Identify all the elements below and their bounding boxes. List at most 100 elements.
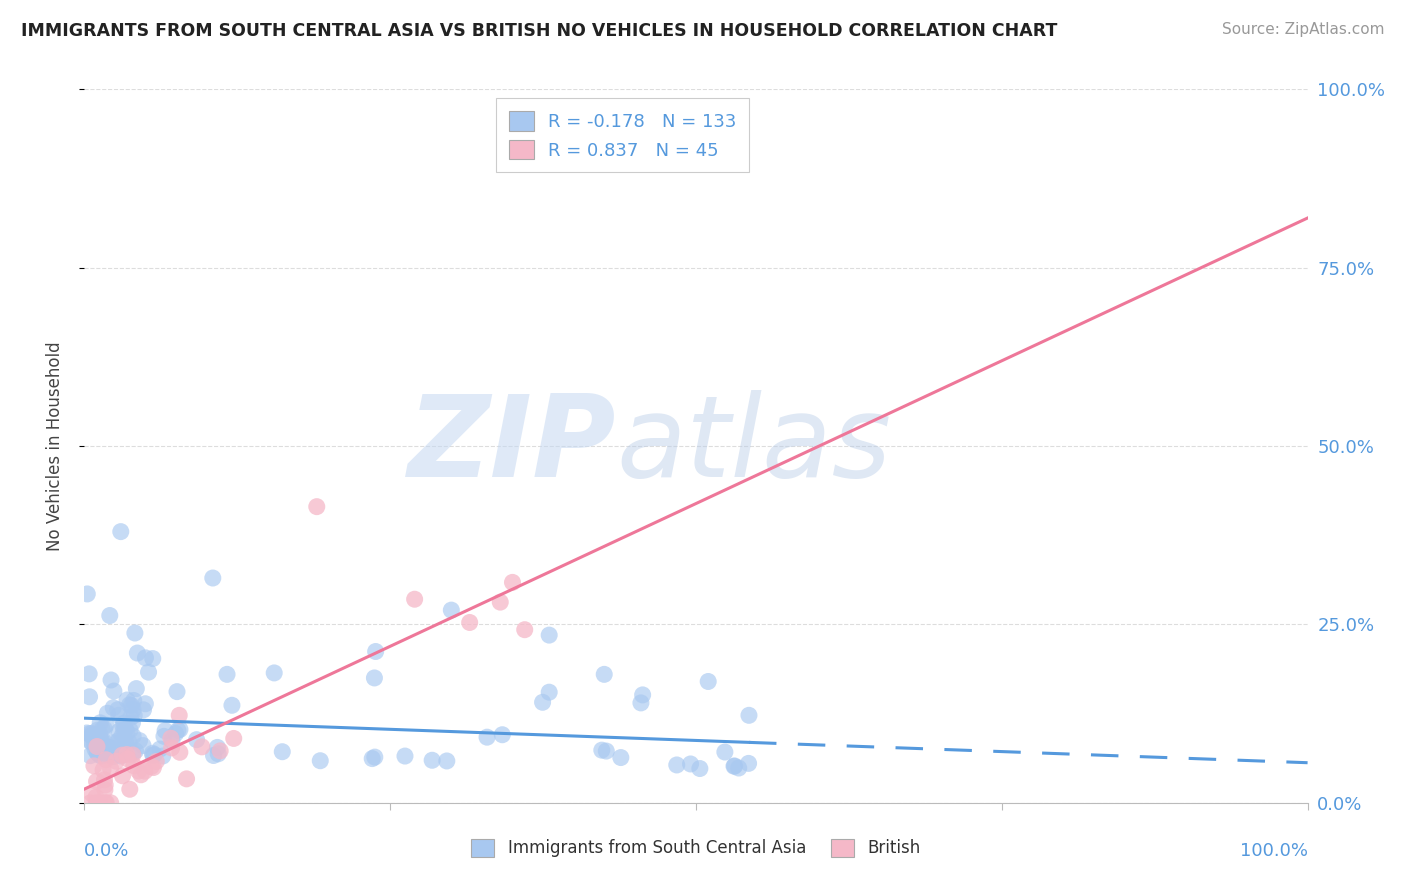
Point (80, 729, 103, 743)
Point (76, 587, 98, 601)
Point (420, 753, 443, 767)
Point (222, 731, 245, 746)
Point (107, 708, 129, 723)
Point (76, 726, 98, 740)
Point (152, 749, 174, 764)
Point (305, 500, 328, 514)
Point (122, 729, 145, 743)
Point (129, 768, 152, 782)
Point (738, 708, 761, 723)
Point (91, 722, 114, 736)
Point (491, 728, 513, 742)
Point (115, 747, 138, 762)
Point (207, 740, 229, 755)
Point (111, 769, 134, 783)
Point (737, 756, 759, 771)
Point (167, 708, 190, 723)
Point (112, 723, 135, 738)
Point (84, 790, 107, 805)
Point (89, 715, 111, 730)
Point (186, 732, 208, 747)
Point (201, 571, 224, 585)
Point (114, 735, 136, 749)
Point (132, 703, 155, 717)
Point (79, 796, 101, 810)
Point (86, 731, 108, 746)
Point (143, 747, 166, 762)
Point (94, 718, 117, 732)
Point (531, 695, 554, 709)
Point (595, 744, 617, 758)
Point (121, 715, 143, 730)
Point (538, 628, 561, 642)
Point (98, 740, 121, 755)
Point (103, 749, 125, 764)
Point (118, 736, 141, 750)
Text: Source: ZipAtlas.com: Source: ZipAtlas.com (1222, 22, 1385, 37)
Point (93, 722, 115, 736)
Point (166, 684, 188, 698)
Point (118, 782, 141, 797)
Point (93, 744, 115, 758)
Point (97, 747, 120, 762)
Point (160, 740, 183, 755)
Point (98, 608, 121, 623)
Point (122, 693, 145, 707)
Point (107, 733, 129, 747)
Point (513, 623, 536, 637)
Point (142, 651, 165, 665)
Point (723, 759, 745, 773)
Point (127, 646, 149, 660)
Point (122, 758, 145, 772)
Point (125, 681, 148, 696)
Point (593, 667, 616, 681)
Point (80, 736, 103, 750)
Point (475, 730, 498, 744)
Text: atlas: atlas (616, 391, 891, 501)
Point (363, 671, 385, 685)
Point (404, 592, 426, 607)
Point (79, 734, 101, 748)
Point (111, 748, 134, 763)
Point (209, 744, 232, 758)
Point (86, 739, 108, 754)
Point (98, 740, 121, 755)
Point (724, 759, 747, 773)
Point (105, 754, 128, 768)
Point (114, 745, 136, 759)
Point (689, 762, 711, 776)
Point (91, 763, 114, 777)
Point (153, 723, 176, 738)
Point (458, 615, 481, 630)
Legend: Immigrants from South Central Asia, British: Immigrants from South Central Asia, Brit… (463, 830, 929, 866)
Point (134, 764, 156, 779)
Point (77, 666, 100, 681)
Point (591, 743, 613, 757)
Point (364, 644, 387, 658)
Point (440, 603, 463, 617)
Point (87, 737, 110, 751)
Point (127, 764, 149, 778)
Point (153, 730, 176, 744)
Point (309, 754, 332, 768)
Point (679, 756, 702, 771)
Point (122, 708, 145, 723)
Point (124, 744, 146, 758)
Point (120, 710, 142, 724)
Point (191, 739, 214, 754)
Point (86, 746, 108, 760)
Point (169, 745, 191, 759)
Point (94, 778, 117, 792)
Point (361, 751, 384, 765)
Point (631, 688, 654, 702)
Point (100, 673, 122, 687)
Point (132, 739, 155, 753)
Point (114, 722, 136, 736)
Point (538, 685, 561, 699)
Point (103, 684, 125, 698)
Point (83, 759, 105, 773)
Point (86, 796, 108, 810)
Point (100, 761, 122, 775)
Point (263, 665, 285, 680)
Point (160, 731, 183, 746)
